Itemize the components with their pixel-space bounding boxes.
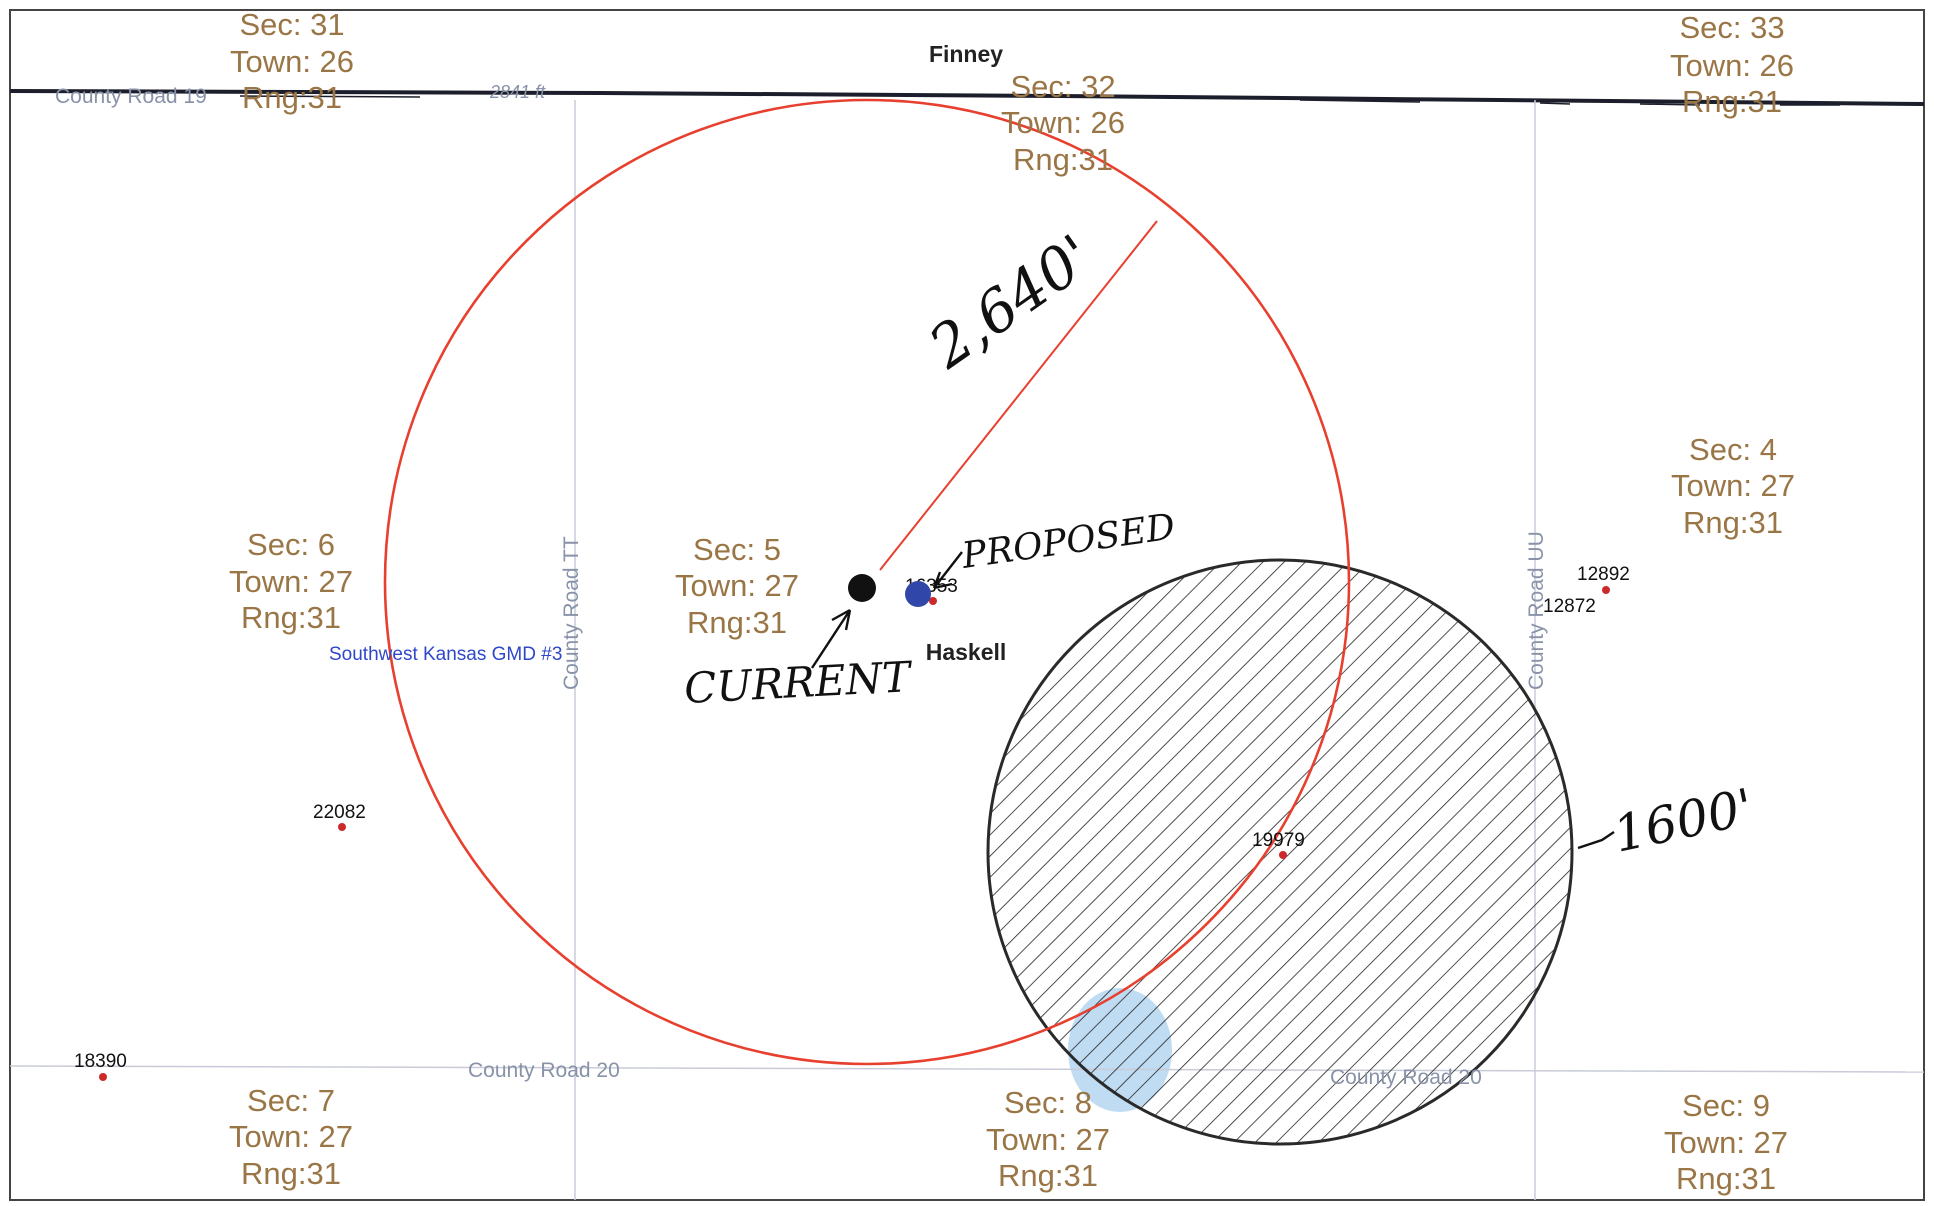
- hatched-radius-leader: [1577, 831, 1615, 850]
- map-frame: [9, 9, 1925, 1201]
- well-dot-12892[interactable]: [1602, 586, 1610, 594]
- section-label-sec4: Sec: 4 Town: 27 Rng:31: [1671, 432, 1795, 540]
- section-label-sec5: Sec: 5 Town: 27 Rng:31: [675, 532, 799, 640]
- svg-text:Rng:31: Rng:31: [687, 605, 787, 640]
- svg-text:Sec: 33: Sec: 33: [1679, 10, 1784, 45]
- svg-text:Rng:31: Rng:31: [241, 1156, 341, 1191]
- proposed-arrow: [932, 551, 963, 590]
- current-annotation: CURRENT: [683, 652, 914, 713]
- svg-text:Town: 27: Town: 27: [1671, 468, 1795, 503]
- hatched-zone: [986, 558, 1574, 1146]
- road-label-county-road-20-east: County Road 20: [1330, 1066, 1482, 1089]
- svg-text:Sec: 5: Sec: 5: [693, 532, 781, 567]
- current-well-marker[interactable]: [848, 574, 876, 602]
- svg-text:Town: 27: Town: 27: [986, 1122, 1110, 1157]
- section-line-south: [10, 1065, 1924, 1073]
- county-name-finney: Finney: [929, 41, 1003, 67]
- county-boundary-shadow: [239, 95, 1840, 106]
- svg-text:Sec: 31: Sec: 31: [239, 7, 344, 42]
- section-label-sec6: Sec: 6 Town: 27 Rng:31: [229, 527, 353, 635]
- distance-marker: 2841 ft: [489, 82, 546, 102]
- svg-text:Town: 27: Town: 27: [675, 568, 799, 603]
- well-label-12872: 12872: [1543, 596, 1596, 617]
- road-label-county-road-tt: County Road TT: [560, 536, 583, 690]
- svg-text:Sec: 9: Sec: 9: [1682, 1088, 1770, 1123]
- section-label-sec31: Sec: 31 Town: 26 Rng:31: [230, 7, 354, 115]
- svg-text:Town: 26: Town: 26: [230, 44, 354, 79]
- svg-text:Rng:31: Rng:31: [1683, 505, 1783, 540]
- well-label-22082: 22082: [313, 802, 366, 823]
- current-arrow: [810, 608, 852, 669]
- svg-text:Sec: 8: Sec: 8: [1004, 1085, 1092, 1120]
- buffer-circle: [383, 98, 1351, 1066]
- section-label-sec8: Sec: 8 Town: 27 Rng:31: [986, 1085, 1110, 1193]
- svg-text:Sec: 6: Sec: 6: [247, 527, 335, 562]
- svg-text:Town: 27: Town: 27: [229, 1119, 353, 1154]
- svg-text:Town: 27: Town: 27: [229, 564, 353, 599]
- road-label-county-road-20-west: County Road 20: [468, 1059, 620, 1082]
- svg-text:Town: 27: Town: 27: [1664, 1125, 1788, 1160]
- proposed-well-marker[interactable]: [905, 581, 931, 607]
- well-dot-18390[interactable]: [99, 1073, 107, 1081]
- section-label-sec32: Sec: 32 Town: 26 Rng:31: [1001, 69, 1125, 177]
- svg-text:Rng:31: Rng:31: [242, 80, 342, 115]
- svg-text:Rng:31: Rng:31: [1013, 142, 1113, 177]
- svg-text:Town: 26: Town: 26: [1001, 105, 1125, 140]
- county-boundary-line: [10, 89, 1924, 106]
- svg-text:Rng:31: Rng:31: [998, 1158, 1098, 1193]
- well-dot-22082[interactable]: [338, 823, 346, 831]
- svg-text:Sec: 32: Sec: 32: [1010, 69, 1115, 104]
- svg-text:Town: 26: Town: 26: [1670, 48, 1794, 83]
- svg-text:Rng:31: Rng:31: [241, 600, 341, 635]
- section-label-sec7: Sec: 7 Town: 27 Rng:31: [229, 1083, 353, 1191]
- county-name-haskell: Haskell: [926, 639, 1007, 665]
- well-label-19979: 19979: [1252, 830, 1305, 851]
- svg-text:Sec: 7: Sec: 7: [247, 1083, 335, 1118]
- svg-text:Sec: 4: Sec: 4: [1689, 432, 1777, 467]
- road-label-county-road-19: County Road 19: [55, 85, 207, 108]
- section-label-sec9: Sec: 9 Town: 27 Rng:31: [1664, 1088, 1788, 1196]
- road-label-county-road-uu: County Road UU: [1525, 531, 1548, 690]
- radius-line: [879, 220, 1158, 571]
- well-label-18390: 18390: [74, 1051, 127, 1072]
- well-dot-19979[interactable]: [1279, 851, 1287, 859]
- section-label-sec33: Sec: 33 Town: 26 Rng:31: [1670, 10, 1794, 119]
- svg-text:Rng:31: Rng:31: [1676, 1161, 1776, 1196]
- district-label: Southwest Kansas GMD #3: [329, 644, 562, 665]
- well-label-12892: 12892: [1577, 564, 1630, 585]
- well-dot-16353[interactable]: [929, 597, 937, 605]
- svg-text:Rng:31: Rng:31: [1682, 84, 1782, 119]
